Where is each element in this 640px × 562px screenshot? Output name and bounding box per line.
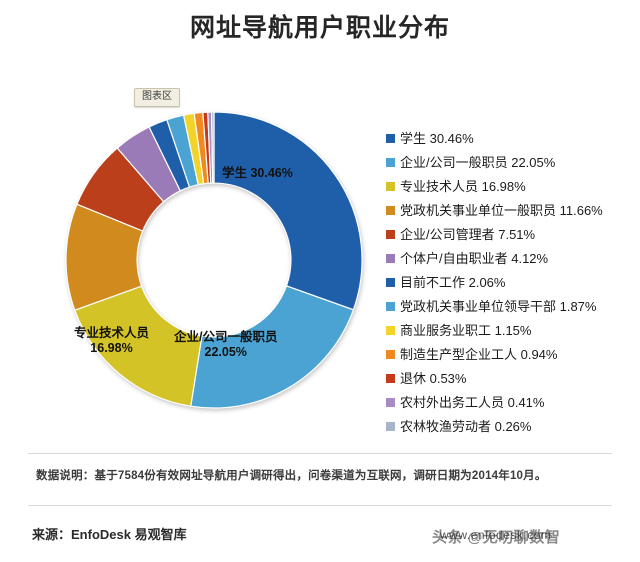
legend-item[interactable]: 商业服务业职工 1.15% [386, 319, 636, 343]
legend-item[interactable]: 目前不工作 2.06% [386, 271, 636, 295]
site-url: www.enfodesk.com [440, 528, 552, 542]
legend-swatch-icon [386, 374, 395, 383]
legend-item-label: 党政机关事业单位领导干部 1.87% [400, 299, 597, 314]
legend-item-label: 目前不工作 2.06% [400, 275, 506, 290]
legend-swatch-icon [386, 206, 395, 215]
chart-area-tag: 图表区 [134, 88, 180, 107]
legend-item-label: 专业技术人员 16.98% [400, 179, 526, 194]
source-line: 来源：EnfoDesk 易观智库 [32, 527, 187, 542]
legend-item[interactable]: 学生 30.46% [386, 127, 636, 151]
legend-item-label: 学生 30.46% [400, 131, 474, 146]
legend-swatch-icon [386, 326, 395, 335]
legend-item[interactable]: 企业/公司管理者 7.51% [386, 223, 636, 247]
donut-slice[interactable] [74, 285, 203, 407]
legend-swatch-icon [386, 422, 395, 431]
legend-item-label: 农林牧渔劳动者 0.26% [400, 419, 532, 434]
legend-item[interactable]: 专业技术人员 16.98% [386, 175, 636, 199]
legend-item[interactable]: 企业/公司一般职员 22.05% [386, 151, 636, 175]
legend-swatch-icon [386, 278, 395, 287]
footer-divider-bottom [28, 505, 612, 506]
donut-slice[interactable] [213, 111, 363, 311]
donut-slice-group [65, 111, 363, 409]
legend-item-label: 商业服务业职工 1.15% [400, 323, 532, 338]
legend-item-label: 制造生产型企业工人 0.94% [400, 347, 558, 362]
legend-item[interactable]: 个体户/自由职业者 4.12% [386, 247, 636, 271]
legend-item-label: 企业/公司一般职员 22.05% [400, 155, 556, 170]
legend-item[interactable]: 退休 0.53% [386, 367, 636, 391]
legend-item[interactable]: 农村外出务工人员 0.41% [386, 391, 636, 415]
legend-swatch-icon [386, 158, 395, 167]
legend-item-label: 企业/公司管理者 7.51% [400, 227, 536, 242]
legend-item[interactable]: 党政机关事业单位一般职员 11.66% [386, 199, 636, 223]
legend-item-label: 退休 0.53% [400, 371, 467, 386]
legend-item[interactable]: 党政机关事业单位领导干部 1.87% [386, 295, 636, 319]
data-note: 数据说明：基于7584份有效网址导航用户调研得出，问卷渠道为互联网，调研日期为2… [36, 470, 547, 482]
legend-item[interactable]: 农林牧渔劳动者 0.26% [386, 415, 636, 439]
footer-divider-top [28, 453, 612, 454]
donut-slice[interactable] [210, 111, 215, 184]
legend-swatch-icon [386, 254, 395, 263]
legend-swatch-icon [386, 182, 395, 191]
legend-item-label: 党政机关事业单位一般职员 11.66% [400, 203, 603, 218]
donut-slice[interactable] [190, 285, 355, 409]
legend-swatch-icon [386, 302, 395, 311]
donut-chart-svg [65, 111, 363, 409]
legend-item[interactable]: 制造生产型企业工人 0.94% [386, 343, 636, 367]
page-title: 网址导航用户职业分布 [189, 14, 450, 42]
donut-chart: 学生 30.46% 企业/公司一般职员 22.05% 专业技术人员 16.98% [62, 108, 366, 412]
legend-swatch-icon [386, 134, 395, 143]
legend-item-label: 个体户/自由职业者 4.12% [400, 251, 549, 266]
legend-swatch-icon [386, 398, 395, 407]
legend-swatch-icon [386, 350, 395, 359]
legend-item-label: 农村外出务工人员 0.41% [400, 395, 545, 410]
watermark: 头条 @无叨聊数智 [432, 529, 561, 546]
legend: 学生 30.46% 企业/公司一般职员 22.05% 专业技术人员 16.98% 党政… [386, 127, 636, 439]
legend-swatch-icon [386, 230, 395, 239]
